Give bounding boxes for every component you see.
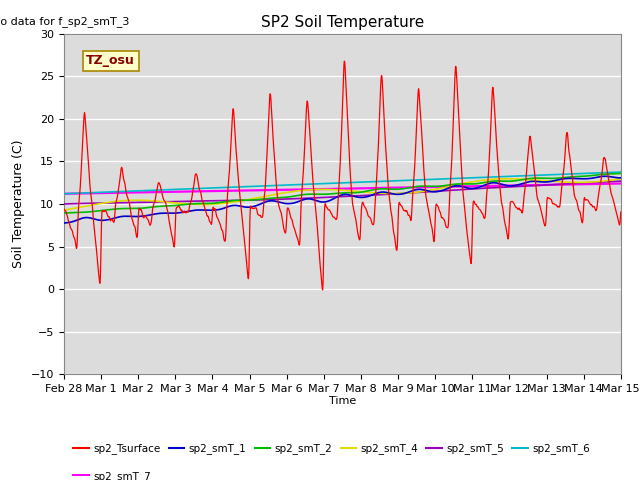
Title: SP2 Soil Temperature: SP2 Soil Temperature: [260, 15, 424, 30]
X-axis label: Time: Time: [329, 396, 356, 406]
Legend: sp2_smT_7: sp2_smT_7: [69, 467, 155, 480]
Text: No data for f_sp2_smT_3: No data for f_sp2_smT_3: [0, 16, 129, 27]
Y-axis label: Soil Temperature (C): Soil Temperature (C): [12, 140, 26, 268]
Text: TZ_osu: TZ_osu: [86, 54, 135, 67]
